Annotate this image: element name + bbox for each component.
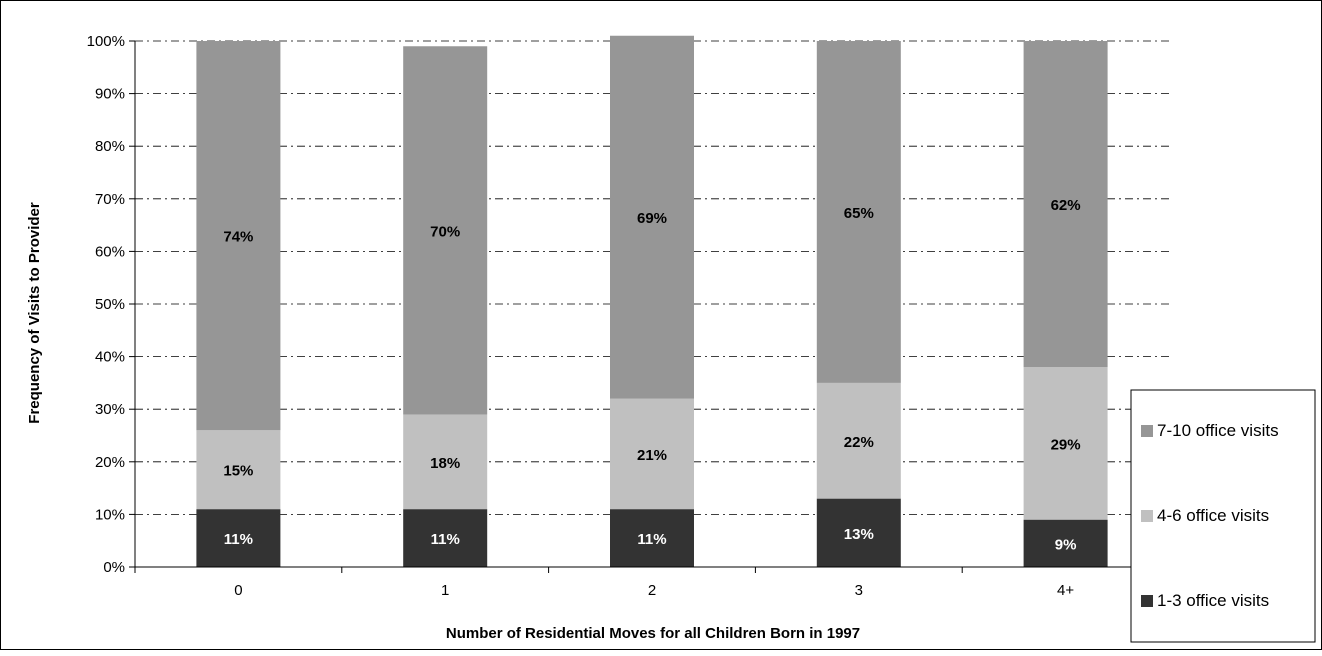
legend-swatch [1141, 425, 1153, 437]
bar-segment [403, 509, 488, 567]
data-label: 74% [223, 229, 253, 246]
y-tick-label: 50% [95, 296, 125, 313]
data-label: 70% [430, 223, 460, 240]
bar-segment [1023, 41, 1108, 368]
bar-segment [196, 41, 281, 431]
legend-swatch [1141, 510, 1153, 522]
legend-swatch [1141, 595, 1153, 607]
bar-segment [1023, 519, 1108, 567]
data-label: 13% [844, 526, 874, 543]
data-label: 11% [224, 531, 253, 548]
data-label: 65% [844, 205, 874, 222]
data-label: 21% [637, 447, 667, 464]
data-label: 11% [431, 531, 460, 548]
data-label: 15% [223, 463, 253, 480]
bars [196, 35, 1108, 567]
data-label: 29% [1051, 436, 1081, 453]
data-label: 69% [637, 210, 667, 227]
data-label: 11% [637, 531, 666, 548]
x-tick-label: 2 [648, 582, 656, 599]
x-tick-label: 1 [441, 582, 449, 599]
bar-segment [610, 398, 694, 510]
y-tick-label: 70% [95, 191, 125, 208]
y-tick-label: 0% [103, 559, 125, 576]
y-tick-label: 90% [95, 86, 125, 103]
bar-segment [403, 46, 488, 415]
x-axis-title: Number of Residential Moves for all Chil… [446, 625, 860, 642]
bar-segment [403, 414, 488, 510]
bar-segment [610, 35, 694, 399]
bar-segment [816, 498, 901, 567]
bar-segment [816, 382, 901, 499]
y-tick-label: 10% [95, 506, 125, 523]
axes: 0% 10% 20% 30% 40% 50% 60% 70% 80% 90% 100% 0 1 2 3 4+ [87, 33, 1170, 599]
bar-segment [196, 509, 281, 567]
y-tick-label: 80% [95, 138, 125, 155]
data-labels: 11% 15% 74% 11% 18% 70% 11% 21% 69% 13% 22% 65% 9% 29… [223, 197, 1080, 553]
y-tick-label: 40% [95, 349, 125, 366]
bar-segment [610, 509, 694, 567]
y-tick-label: 100% [87, 33, 125, 50]
data-label: 9% [1055, 536, 1077, 553]
x-tick-label: 0 [234, 582, 242, 599]
bar-segment [196, 430, 281, 510]
y-tick-label: 60% [95, 243, 125, 260]
data-label: 62% [1051, 197, 1081, 214]
legend-label: 1-3 office visits [1157, 591, 1269, 610]
x-tick-label: 4+ [1057, 582, 1074, 599]
bar-segment [816, 41, 901, 383]
bar-segment [1023, 367, 1108, 520]
y-axis-title: Frequency of Visits to Provider [26, 202, 43, 424]
legend-box [1130, 389, 1316, 643]
y-tick-label: 20% [95, 454, 125, 471]
y-tick-label: 30% [95, 401, 125, 418]
data-label: 18% [430, 455, 460, 472]
legend-label: 7-10 office visits [1157, 421, 1279, 440]
x-tick-label: 3 [855, 582, 863, 599]
legend-label: 4-6 office visits [1157, 506, 1269, 525]
legend: 7-10 office visits 4-6 office visits 1-3 o… [1130, 389, 1316, 643]
data-label: 22% [844, 434, 874, 451]
